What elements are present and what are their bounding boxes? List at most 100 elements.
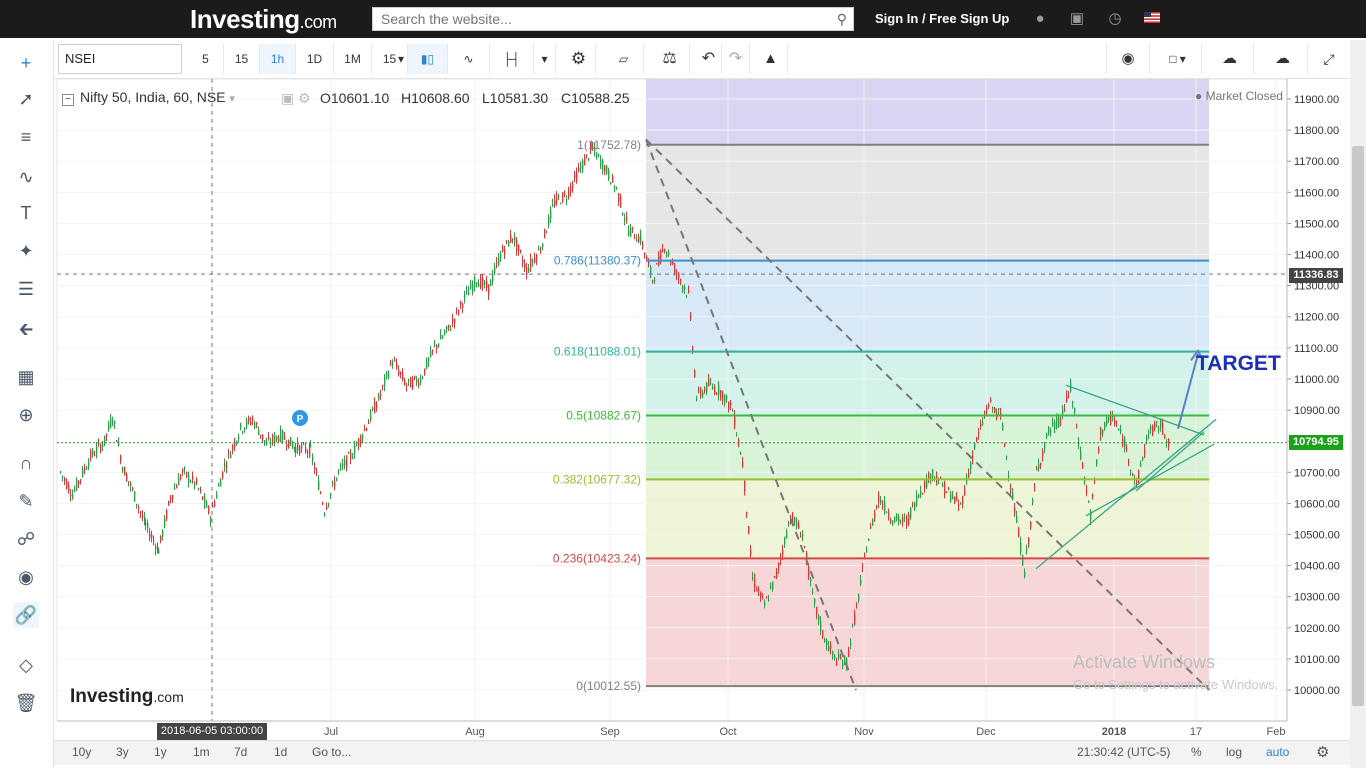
candle-body (1096, 459, 1098, 465)
crosshair-icon[interactable]: + (20, 53, 32, 73)
candle-body (1046, 433, 1048, 438)
measure-icon[interactable]: ▦ (17, 367, 35, 387)
candle-body (696, 398, 698, 400)
compare-scale-icon[interactable]: ⚖ (650, 44, 690, 74)
candle-body (588, 158, 590, 160)
interval-1d[interactable]: 1D (296, 44, 334, 74)
symbol-input[interactable]: NSEI (58, 44, 182, 74)
search-box[interactable]: ⚲ (372, 7, 854, 31)
text-icon[interactable]: T (20, 203, 32, 223)
trend-line-icon[interactable]: ➚ (18, 89, 34, 109)
candle-style-icon[interactable]: ▮▯ (408, 44, 448, 74)
eye-icon[interactable]: ◉ (18, 567, 34, 587)
candle-body (950, 494, 952, 502)
range-3y[interactable]: 3y (116, 745, 129, 759)
candle-body (908, 514, 910, 524)
collapse-icon[interactable]: − (62, 94, 74, 106)
pattern-icon[interactable]: ✦ (18, 241, 34, 261)
zoom-icon[interactable]: ⊕ (18, 405, 34, 425)
fullscreen-icon[interactable]: ⤢ (1323, 51, 1335, 67)
candle-body (132, 488, 134, 490)
fib-retracement-icon[interactable]: ☰ (17, 279, 35, 299)
candle-body (536, 254, 538, 261)
undo-icon[interactable]: ↶ (696, 44, 722, 74)
candle-body (94, 455, 96, 457)
candle-body (382, 385, 384, 387)
interval-1h[interactable]: 1h (260, 44, 296, 74)
title-dropdown-icon[interactable]: ▾ (229, 93, 235, 105)
y-tick-label: 11900.00 (1294, 94, 1339, 106)
clock-icon[interactable]: ◷ (1108, 10, 1122, 27)
price-chart[interactable]: 1(11752.78) 0.786(11380.37) 0.618(11088.01… (0, 0, 1350, 740)
pencil-lock-icon[interactable]: ✎ (18, 491, 34, 511)
search-icon[interactable]: ⚲ (836, 11, 847, 27)
candle-body (228, 452, 230, 454)
candle-body (862, 566, 864, 568)
candle-body (600, 159, 602, 167)
camera-icon[interactable]: ◉ (1106, 44, 1150, 74)
candle-body (288, 439, 290, 448)
cloud-download-icon[interactable]: ☁ (1206, 44, 1254, 74)
candle-body (350, 452, 352, 460)
candle-body (410, 377, 412, 388)
candle-body (770, 586, 772, 589)
y-tick-label: 10700.00 (1294, 467, 1340, 479)
candle-body (1088, 501, 1090, 503)
interval-5[interactable]: 5 (188, 44, 224, 74)
candle-body (118, 442, 120, 446)
trash-icon[interactable]: 🗑 (14, 693, 38, 713)
scrollbar-thumb[interactable] (1352, 146, 1364, 706)
bell-icon[interactable]: ● (1035, 10, 1045, 27)
range-1m[interactable]: 1m (193, 745, 210, 759)
range-10y[interactable]: 10y (72, 745, 92, 759)
briefcase-icon[interactable]: ▣ (1069, 10, 1085, 27)
bar-style-icon[interactable]: ├┤ (490, 44, 534, 74)
us-flag-icon[interactable] (1143, 10, 1161, 28)
line-style-icon[interactable]: ∿ (448, 44, 490, 74)
investing-logo[interactable]: Investing.com (190, 4, 337, 34)
interval-15[interactable]: 15 (224, 44, 260, 74)
range-1d[interactable]: 1d (274, 745, 288, 759)
interval-15-custom[interactable]: 15 (372, 44, 408, 74)
page-scrollbar[interactable] (1350, 40, 1366, 768)
search-input[interactable] (373, 8, 829, 30)
candle-body (294, 446, 296, 450)
percent-toggle[interactable]: % (1191, 745, 1202, 759)
alert-icon[interactable]: ▲ (754, 44, 788, 74)
brush-icon[interactable]: ∿ (18, 167, 34, 187)
candle-body (456, 309, 458, 311)
auto-toggle[interactable]: auto (1266, 745, 1290, 759)
goto-date-link[interactable]: Go to... (312, 745, 352, 759)
lock-icon[interactable]: ☍ (16, 529, 36, 549)
range-1y[interactable]: 1y (154, 745, 167, 759)
candle-body (309, 444, 311, 457)
link-icon[interactable]: 🔗 (13, 602, 39, 628)
layout-select[interactable]: □ ▾ (1154, 44, 1202, 74)
indicators-icon[interactable]: ▱ (604, 44, 644, 74)
candle-body (740, 452, 742, 455)
sign-in-link[interactable]: Sign In / Free Sign Up (875, 11, 1010, 26)
chart-legend: − Nifty 50, India, 60, NSE ▾ (62, 89, 235, 106)
log-toggle[interactable]: log (1226, 745, 1243, 759)
fib-level-label: 0.5(10882.67) (566, 408, 641, 422)
cloud-upload-icon[interactable]: ☁ (1258, 44, 1308, 74)
y-tick-label: 10000.00 (1294, 685, 1340, 697)
candle-body (155, 545, 157, 550)
candle-body (1038, 464, 1040, 469)
interval-1m[interactable]: 1M (334, 44, 372, 74)
magnet-icon[interactable]: ∩ (19, 453, 33, 473)
back-arrow-icon[interactable]: 🡰 (18, 319, 34, 339)
candle-body (628, 229, 630, 236)
settings-icon[interactable]: ▣ ⚙ (281, 90, 311, 106)
gear-icon[interactable]: ⚙ (562, 44, 596, 74)
interval-dropdown-icon[interactable]: ▾ (397, 52, 405, 66)
range-7d[interactable]: 7d (234, 745, 248, 759)
candle-body (362, 435, 364, 439)
redo-icon[interactable]: ↷ (722, 44, 750, 74)
parallel-channel-icon[interactable]: ≡ (20, 127, 32, 147)
candle-body (840, 658, 842, 660)
layers-icon[interactable]: ◇ (19, 655, 33, 675)
chart-type-dropdown-icon[interactable]: ▾ (534, 44, 556, 74)
candle-body (978, 432, 980, 435)
gear-icon[interactable]: ⚙ (1316, 744, 1330, 761)
